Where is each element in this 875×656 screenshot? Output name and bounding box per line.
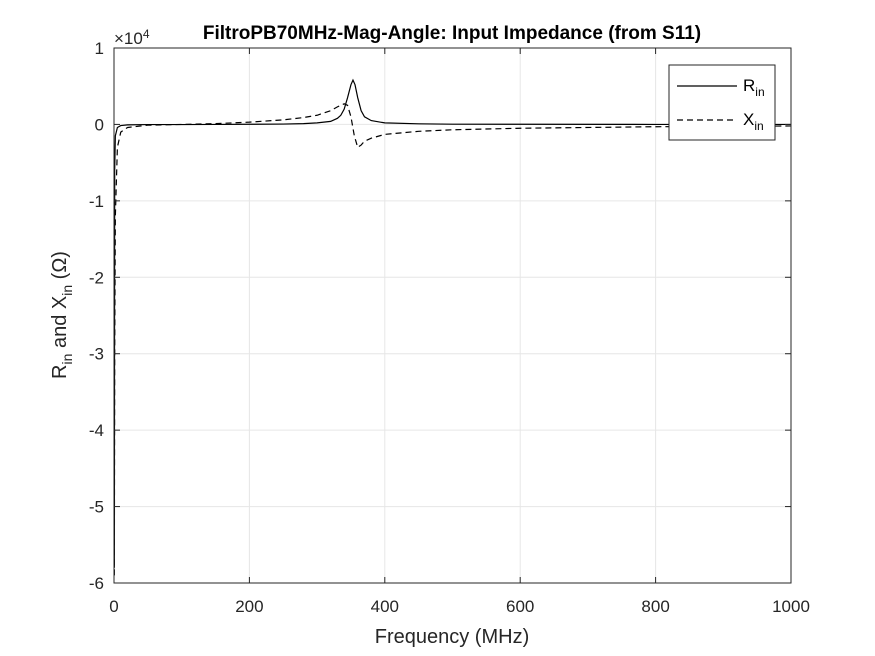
- series-layer: [113, 78, 792, 576]
- y-tick-label: -3: [89, 345, 104, 364]
- axes-box: [113, 47, 792, 584]
- y-axis-label: Rin and Xin (Ω): [49, 251, 75, 379]
- y-tick-label: -6: [89, 574, 104, 593]
- y-axis: -6 -5 -4 -3 -2 -1 0 1: [89, 39, 791, 593]
- y-exponent-label: ×104: [114, 27, 150, 48]
- y-tick-label: 0: [95, 115, 104, 134]
- x-axis-label: Frequency (MHz): [375, 626, 529, 648]
- chart-title: FiltroPB70MHz-Mag-Angle: Input Impedance…: [203, 23, 701, 44]
- y-tick-label: 1: [95, 39, 104, 58]
- x-tick-label: 200: [235, 597, 263, 616]
- y-tick-label: -4: [89, 421, 104, 440]
- y-tick-label: -5: [89, 498, 104, 517]
- legend: Rin Xin: [668, 64, 776, 141]
- legend-box: [668, 64, 776, 141]
- x-tick-label: 1000: [772, 597, 810, 616]
- x-axis: 0 200 400 600 800 1000: [109, 48, 810, 616]
- x-tick-label: 0: [109, 597, 118, 616]
- y-tick-label: -2: [89, 268, 104, 287]
- series-line-r-in: [113, 78, 791, 568]
- legend-label-x: Xin: [743, 110, 764, 133]
- x-tick-label: 600: [506, 597, 534, 616]
- x-tick-label: 400: [371, 597, 399, 616]
- y-tick-label: -1: [89, 192, 104, 211]
- legend-label-r: Rin: [743, 76, 765, 99]
- series-line-x-in: [113, 103, 792, 576]
- x-tick-label: 800: [641, 597, 669, 616]
